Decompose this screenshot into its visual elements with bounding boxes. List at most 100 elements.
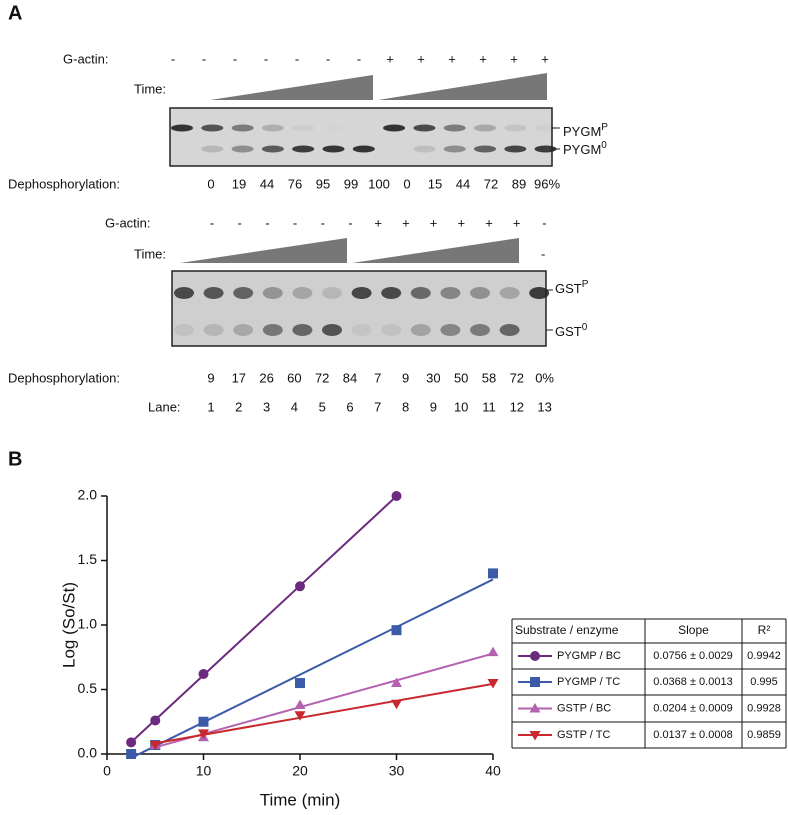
lane-number: 8 bbox=[402, 399, 409, 414]
point bbox=[149, 740, 161, 751]
lane-number: 9 bbox=[430, 399, 437, 414]
x-tick-label: 20 bbox=[292, 763, 308, 779]
point bbox=[487, 646, 499, 657]
gel-band-lower bbox=[262, 324, 283, 336]
panel-label: B bbox=[8, 448, 22, 470]
gel-band-upper bbox=[323, 125, 345, 132]
g-actin-sign: - bbox=[264, 51, 268, 66]
legend-marker bbox=[530, 651, 540, 661]
gel-band-upper bbox=[262, 287, 283, 299]
g-actin-sign: - bbox=[202, 51, 206, 66]
gel-band-lower bbox=[474, 145, 496, 153]
gel-band-lower bbox=[322, 145, 345, 153]
gel-band-upper bbox=[474, 124, 496, 132]
gel-band-upper bbox=[443, 124, 466, 132]
point bbox=[295, 581, 305, 592]
dephos-label: 60 bbox=[287, 370, 301, 385]
lane-number: 12 bbox=[510, 399, 524, 414]
band-label-sup: 0 bbox=[601, 140, 607, 151]
gel-band-lower bbox=[383, 146, 405, 153]
gel-band-upper bbox=[381, 287, 402, 299]
dephos-label: 19 bbox=[232, 176, 246, 191]
y-tick-label: 0.5 bbox=[78, 680, 98, 696]
gel-band-lower bbox=[171, 146, 193, 153]
gel-band-upper bbox=[233, 287, 254, 299]
g-actin-sign: - bbox=[321, 215, 325, 230]
band-label-base: PYGM bbox=[563, 142, 601, 157]
gel-band-lower bbox=[351, 324, 372, 336]
x-axis-title: Time (min) bbox=[260, 790, 341, 809]
g-actin-sign: - bbox=[357, 51, 361, 66]
gel-band-upper bbox=[353, 125, 375, 132]
gel-band-lower bbox=[381, 324, 402, 336]
gel-band-upper bbox=[529, 287, 550, 299]
dephos-label: 95 bbox=[316, 176, 330, 191]
band-label-base: PYGM bbox=[563, 124, 601, 139]
lane-number: 1 bbox=[207, 399, 214, 414]
row-label: Lane: bbox=[148, 399, 181, 414]
gel-band-upper bbox=[470, 287, 490, 299]
gel-band-upper bbox=[383, 124, 406, 132]
dephos-label: 30 bbox=[426, 370, 440, 385]
dephos-label: 58 bbox=[482, 370, 496, 385]
band-label-sup: P bbox=[601, 122, 608, 133]
g-actin-sign: - bbox=[293, 215, 297, 230]
dephos-label: 72 bbox=[484, 176, 498, 191]
g-actin-sign: - bbox=[542, 215, 546, 230]
dephos-label: 17 bbox=[232, 370, 246, 385]
gel-band-upper bbox=[231, 124, 254, 132]
g-actin-sign: + bbox=[417, 51, 425, 66]
gel-band-lower bbox=[440, 324, 461, 336]
y-tick-label: 2.0 bbox=[78, 487, 98, 503]
gel-band-lower bbox=[231, 145, 254, 153]
gel-band-lower bbox=[292, 145, 315, 153]
gel-band-lower bbox=[352, 145, 375, 153]
gel-band-lower bbox=[499, 324, 520, 336]
dephos-label: 99 bbox=[344, 176, 358, 191]
gel-image bbox=[169, 107, 553, 167]
gel-band-lower bbox=[470, 324, 490, 336]
row-label: G-actin: bbox=[105, 215, 151, 230]
time-sign: - bbox=[541, 246, 545, 261]
y-tick-label: 0.0 bbox=[78, 745, 98, 761]
legend-label: PYGMP / TC bbox=[557, 676, 620, 688]
time-wedge bbox=[352, 238, 519, 263]
band-label-base: GST bbox=[555, 324, 582, 339]
lane-number: 2 bbox=[235, 399, 242, 414]
x-tick-label: 40 bbox=[485, 763, 501, 779]
gel-band-lower bbox=[322, 324, 342, 336]
gel-band-upper bbox=[410, 287, 431, 299]
g-actin-sign: + bbox=[374, 215, 382, 230]
gel-band-lower bbox=[233, 324, 254, 336]
r-squared: 0.9942 bbox=[747, 650, 781, 662]
point bbox=[198, 669, 209, 680]
lane-number: 7 bbox=[374, 399, 381, 414]
band-label: PYGMP bbox=[563, 122, 608, 139]
dephos-label: 0 bbox=[403, 176, 410, 191]
dephos-label: 15 bbox=[428, 176, 442, 191]
g-actin-sign: + bbox=[386, 51, 394, 66]
gel-band-upper bbox=[203, 287, 224, 299]
point bbox=[198, 716, 209, 727]
g-actin-sign: + bbox=[510, 51, 518, 66]
table-header: R² bbox=[758, 623, 771, 637]
x-tick-label: 0 bbox=[103, 763, 111, 779]
g-actin-sign: - bbox=[238, 215, 242, 230]
gel-band-upper bbox=[504, 124, 527, 132]
g-actin-sign: + bbox=[448, 51, 456, 66]
g-actin-sign: + bbox=[479, 51, 487, 66]
time-wedge bbox=[180, 238, 347, 263]
dephos-label: 7 bbox=[374, 370, 381, 385]
gel-band-upper bbox=[499, 287, 520, 299]
gel-band-upper bbox=[440, 287, 461, 299]
dephos-label: 72 bbox=[315, 370, 329, 385]
dephos-label: 0 bbox=[207, 176, 214, 191]
dephos-label: 44 bbox=[456, 176, 470, 191]
legend-label: GSTP / TC bbox=[557, 729, 610, 741]
table-header: Slope bbox=[678, 623, 709, 637]
gel-band-upper bbox=[174, 287, 194, 299]
band-label: GST0 bbox=[555, 322, 588, 339]
fit-line bbox=[130, 578, 494, 759]
g-actin-sign: - bbox=[171, 51, 175, 66]
y-tick-label: 1.0 bbox=[78, 616, 98, 632]
